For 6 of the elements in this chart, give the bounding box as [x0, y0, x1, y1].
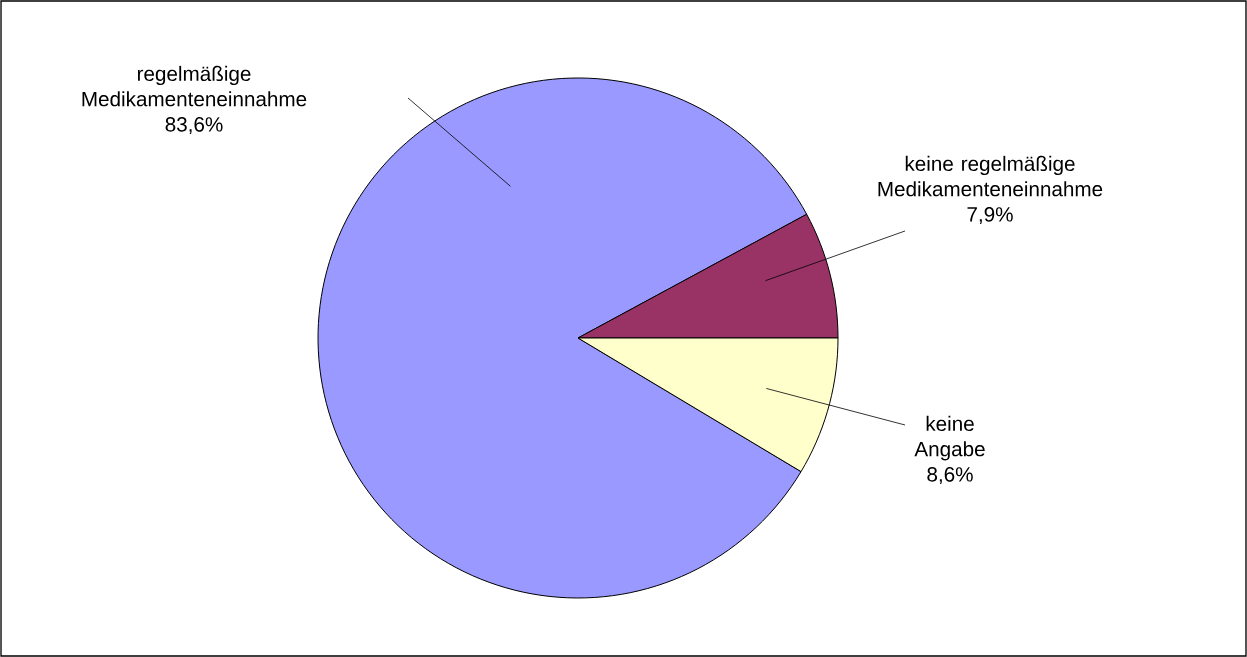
slice-label: regelmäßige Medikamenteneinnahme: [82, 65, 307, 107]
data-label: 7,9%: [967, 207, 1013, 225]
slice-label: keine Angabe: [914, 415, 985, 461]
data-label: 8,6%: [927, 467, 973, 485]
slice-label: keine regelmäßige Medikamenteneinnahme: [878, 155, 1103, 197]
data-label: 83,6%: [165, 117, 223, 135]
